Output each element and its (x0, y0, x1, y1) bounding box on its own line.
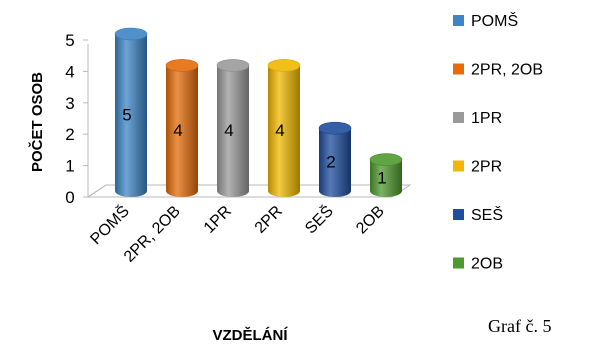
legend-label: 2OB (471, 256, 503, 273)
x-axis-label: VZDĚLÁNÍ (213, 326, 289, 344)
floor-depth-line (87, 184, 107, 198)
legend-swatch (453, 63, 464, 75)
legend-label: SEŠ (471, 205, 503, 224)
legend-swatch (453, 257, 464, 269)
legend-item: 2PR, 2OB (453, 62, 543, 79)
legend-label: 1PR (471, 110, 502, 127)
legend-item: 2OB (453, 256, 503, 273)
bar-top (267, 59, 301, 72)
bar-body (115, 34, 147, 197)
data-label: 5 (122, 106, 131, 125)
x-tick-label: SEŠ (301, 201, 337, 237)
bar-3: 4 (216, 59, 250, 198)
legend-item: 1PR (453, 110, 502, 127)
bar-5: 2 (318, 121, 352, 197)
y-axis-label: POČET OSOB (28, 72, 46, 172)
legend-item: POMŠ (453, 11, 518, 30)
y-tick-label: 0 (65, 188, 74, 207)
data-label: 1 (377, 168, 386, 187)
bar-4: 4 (267, 59, 301, 198)
bar-top (369, 153, 403, 166)
legend-swatch (453, 160, 464, 172)
legend-swatch (453, 15, 464, 26)
y-tick-label: 2 (65, 125, 74, 144)
legend-item: SEŠ (453, 205, 503, 224)
x-tick-label: 2PR (252, 203, 286, 237)
bar-body (370, 159, 402, 197)
legend-swatch (453, 112, 464, 123)
x-tick-label: 2OB (353, 203, 388, 238)
bar-top (216, 59, 250, 72)
bar-body (166, 65, 198, 198)
bar-top (318, 121, 352, 135)
legend-label: 2PR (471, 159, 502, 176)
y-tick-label: 5 (65, 31, 74, 50)
bar-body (268, 65, 300, 198)
bar-1: 5 (114, 27, 148, 197)
x-tick-label: 1PR (201, 203, 235, 237)
bar-top (165, 59, 199, 72)
bar-body (217, 65, 249, 198)
bar-2: 4 (165, 59, 199, 198)
x-tick-label: POMŠ (86, 201, 133, 248)
y-tick-label: 4 (65, 62, 74, 81)
legend-swatch (453, 209, 464, 220)
bars: 5 4 4 4 2 1 (114, 27, 403, 198)
x-tick-label: 2PR, 2OB (121, 203, 184, 266)
data-label: 2 (326, 153, 335, 172)
bar-6: 1 (369, 153, 403, 197)
data-label: 4 (275, 121, 284, 140)
bar-body (319, 128, 351, 197)
y-axis: 0 1 2 3 4 5 (65, 31, 88, 207)
y-tick-label: 3 (65, 94, 74, 113)
legend-item: 2PR (453, 159, 502, 176)
y-tick-label: 1 (65, 157, 74, 176)
data-label: 4 (224, 121, 233, 140)
figure-caption: Graf č. 5 (488, 316, 552, 336)
legend-label: 2PR, 2OB (471, 62, 543, 79)
bar-top (114, 27, 148, 41)
data-label: 4 (173, 121, 182, 140)
legend: POMŠ 2PR, 2OB 1PR 2PR SEŠ 2OB (453, 11, 543, 273)
legend-label: POMŠ (471, 11, 518, 30)
